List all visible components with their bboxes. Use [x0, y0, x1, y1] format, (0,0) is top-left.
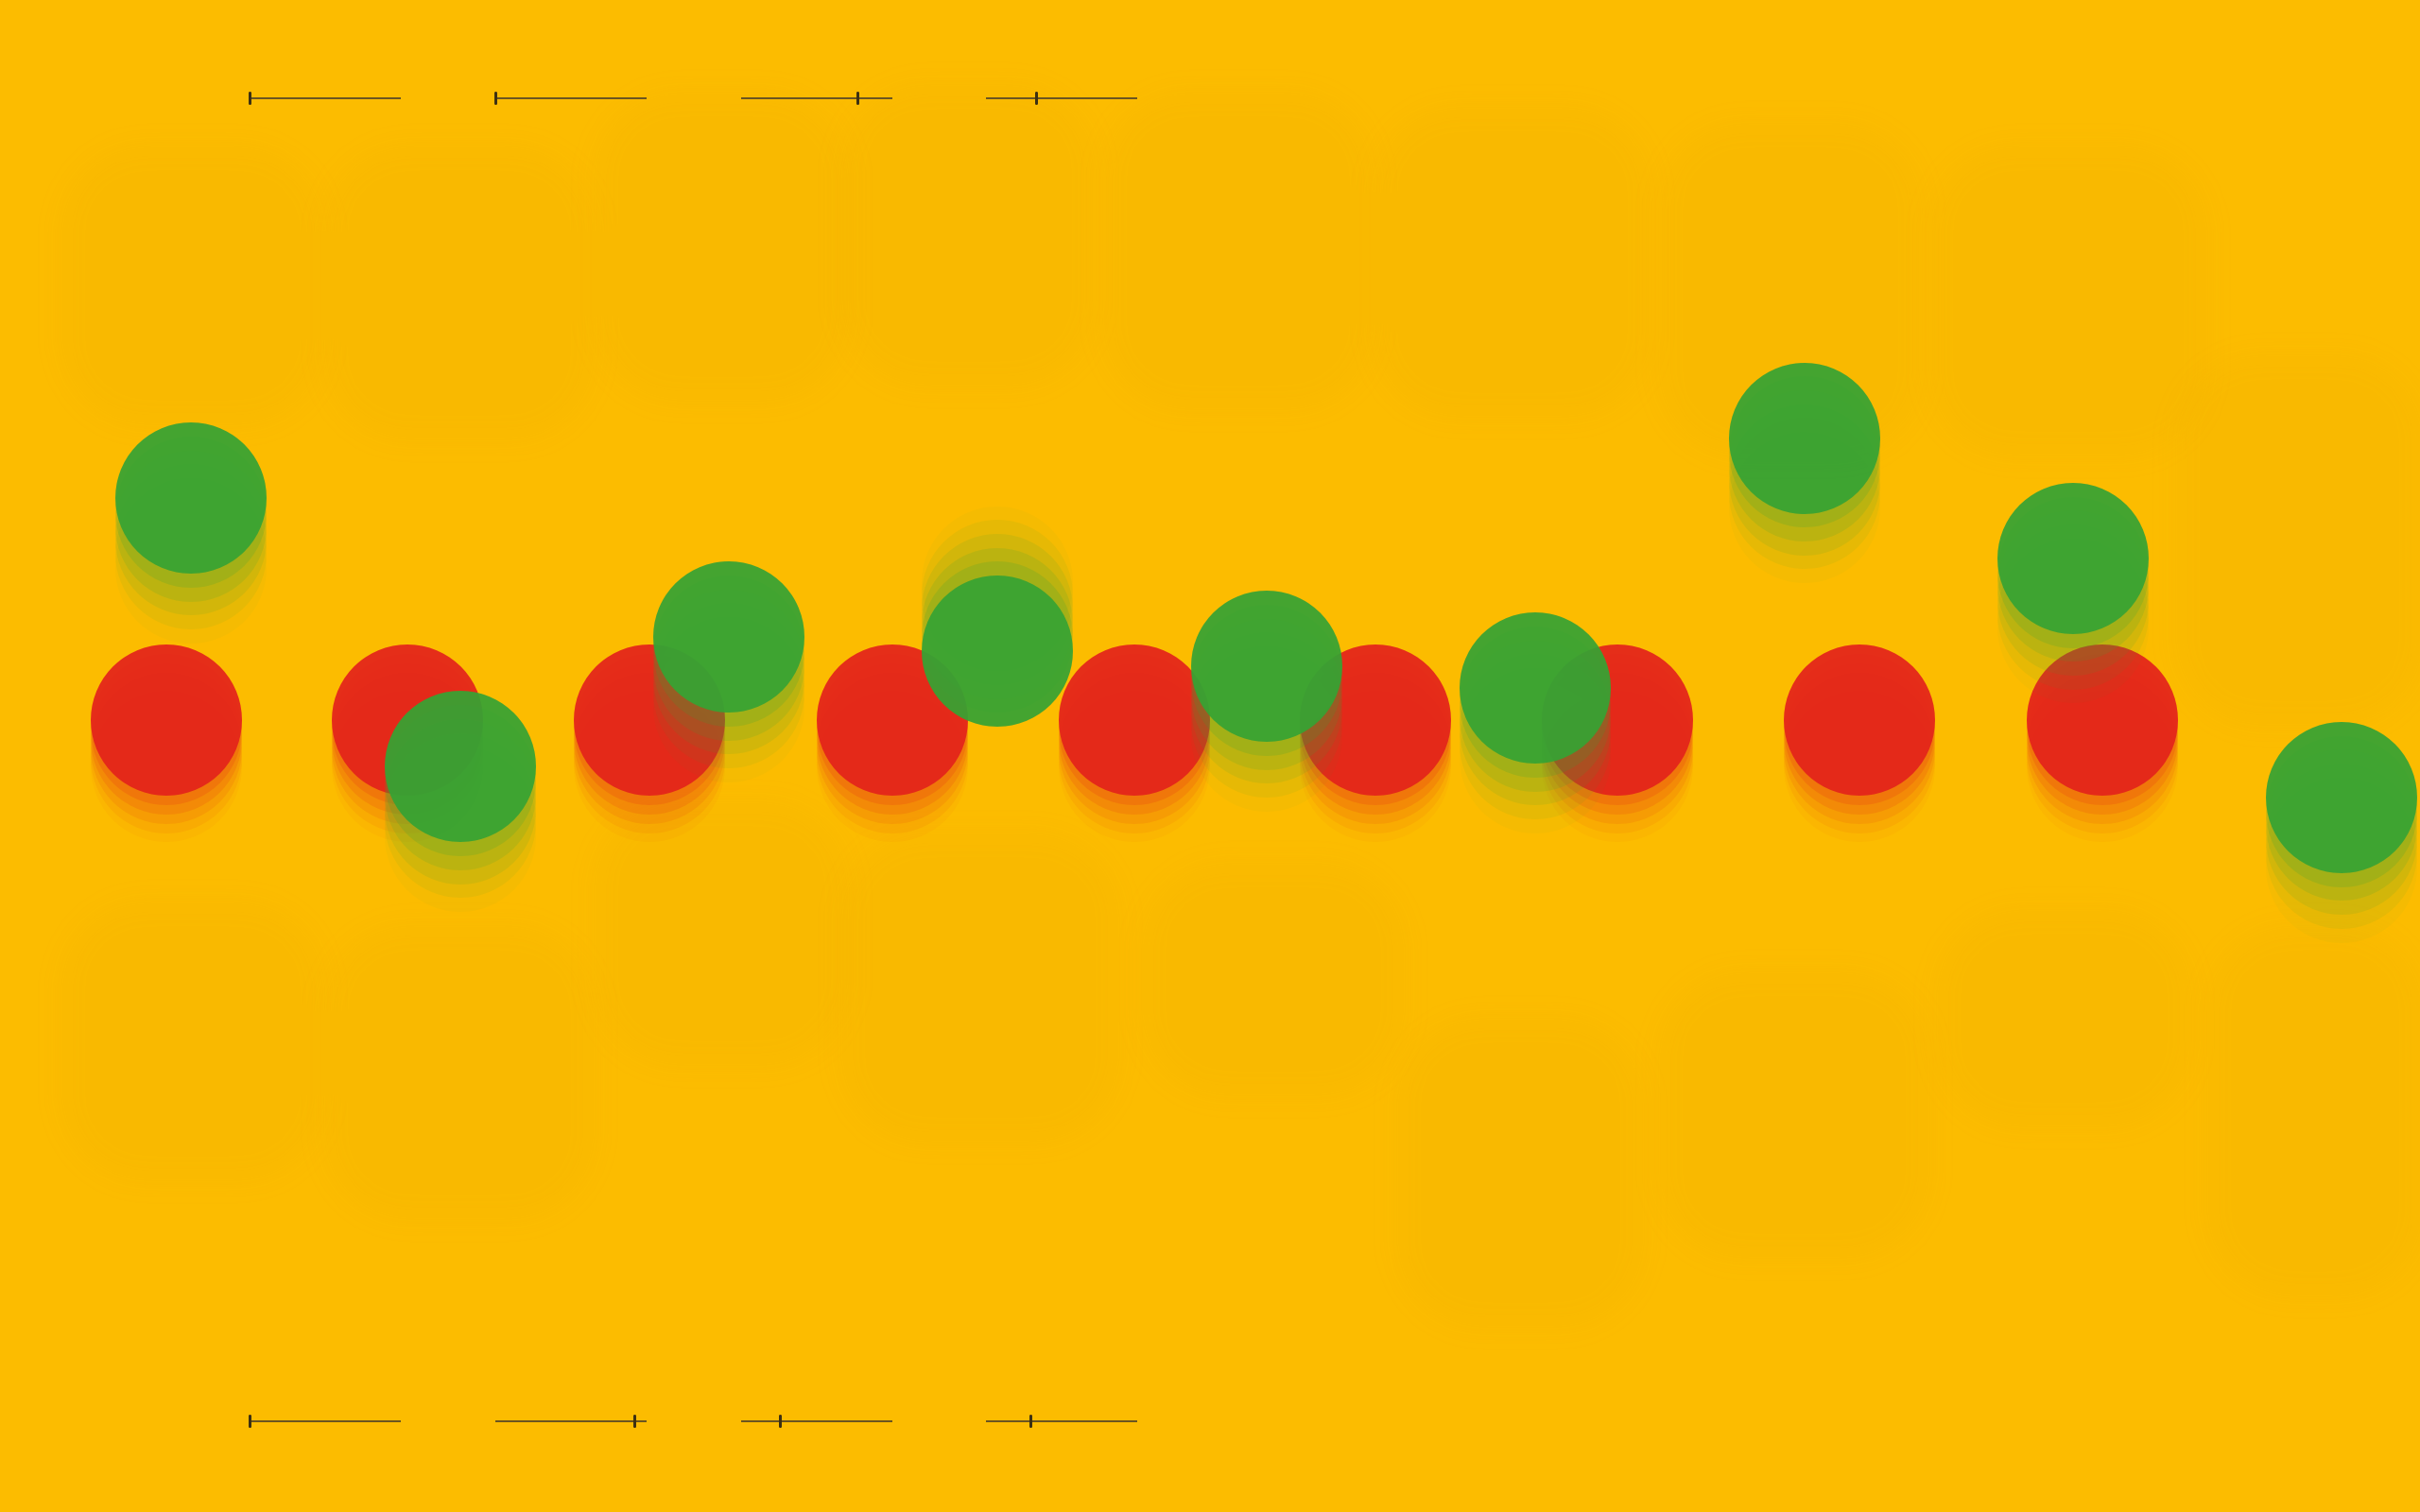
- background-blob: [1374, 108, 1651, 417]
- top-slider-4[interactable]: [986, 92, 1138, 106]
- top-slider-2[interactable]: [494, 92, 648, 106]
- red-ball-8: [1784, 644, 1936, 797]
- green-ball-2: [384, 691, 536, 843]
- slider-handle[interactable]: [249, 1414, 252, 1428]
- background-blob: [594, 92, 849, 402]
- slider-handle[interactable]: [856, 92, 859, 106]
- slider-track: [740, 1419, 892, 1422]
- background-blob: [840, 833, 1119, 1143]
- slider-track: [986, 97, 1138, 100]
- slider-track: [740, 97, 892, 100]
- green-ball-1: [115, 422, 268, 575]
- background-blob: [61, 146, 324, 424]
- background-blob: [1928, 146, 2207, 455]
- slider-handle[interactable]: [779, 1414, 783, 1428]
- background-blob: [1142, 864, 1405, 1096]
- red-ball-1: [91, 644, 243, 797]
- top-slider-1[interactable]: [249, 92, 402, 106]
- slider-track: [495, 1419, 648, 1422]
- slider-handle[interactable]: [1035, 92, 1039, 106]
- bottom-slider-2[interactable]: [495, 1414, 648, 1428]
- background-blob: [594, 801, 849, 1065]
- bottom-slider-3[interactable]: [740, 1414, 892, 1428]
- background-blob: [1659, 971, 1929, 1258]
- slider-handle[interactable]: [494, 92, 498, 106]
- top-slider-3[interactable]: [740, 92, 892, 106]
- background-blob: [2176, 354, 2420, 726]
- green-ball-9: [2265, 722, 2417, 874]
- slider-handle[interactable]: [633, 1414, 637, 1428]
- slider-track: [250, 1419, 402, 1422]
- green-ball-5: [1191, 591, 1343, 743]
- background-blob: [323, 925, 595, 1219]
- slider-track: [986, 1419, 1138, 1422]
- slider-handle[interactable]: [249, 92, 252, 106]
- green-ball-4: [921, 575, 1073, 727]
- background-blob: [1103, 92, 1374, 409]
- green-ball-3: [652, 561, 804, 713]
- background-blob: [840, 84, 1097, 387]
- bottom-slider-4[interactable]: [986, 1414, 1138, 1428]
- red-ball-5: [1059, 644, 1210, 797]
- background-blob: [323, 146, 595, 440]
- green-ball-8: [1996, 483, 2149, 635]
- green-ball-6: [1460, 612, 1612, 765]
- slider-track: [250, 97, 402, 100]
- green-ball-7: [1728, 362, 1880, 514]
- slider-track: [495, 97, 648, 100]
- slider-handle[interactable]: [1028, 1414, 1032, 1428]
- bottom-slider-1[interactable]: [249, 1414, 402, 1428]
- red-ball-9: [2026, 644, 2178, 797]
- background-blob: [2206, 925, 2420, 1297]
- background-blob: [1396, 1018, 1644, 1328]
- background-blob: [1936, 910, 2192, 1126]
- background-blob: [61, 902, 324, 1180]
